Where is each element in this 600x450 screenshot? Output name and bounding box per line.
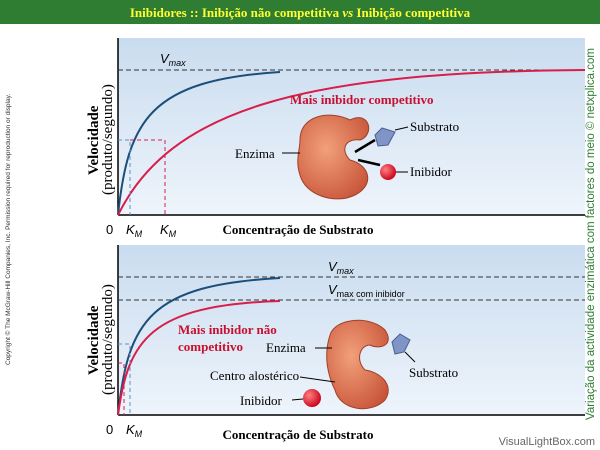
title-bar xyxy=(0,0,600,24)
curve xyxy=(117,71,281,216)
label-part: M xyxy=(169,229,177,239)
watermark: VisualLightBox.com xyxy=(499,436,595,448)
km-guide xyxy=(118,343,131,415)
title: Inibidores :: Inibição não competitiva v… xyxy=(130,5,471,20)
origin: 0 xyxy=(106,422,113,437)
inhibitor-shape xyxy=(380,164,396,180)
label-part: max xyxy=(337,266,355,276)
km-guide xyxy=(130,139,166,215)
label: Inibidor xyxy=(240,393,283,408)
copyright: Copyright © The McGraw-Hill Companies, I… xyxy=(4,94,12,365)
leader xyxy=(404,351,416,363)
origin: 0 xyxy=(106,222,113,237)
label: Substrato xyxy=(409,365,458,380)
vmax-label: Vmax xyxy=(328,259,354,276)
curve xyxy=(117,277,281,416)
label: Centro alostérico xyxy=(210,368,299,383)
label-part: V xyxy=(328,259,338,274)
curve xyxy=(117,300,281,416)
label: Inibidor xyxy=(410,164,453,179)
label-part: M xyxy=(135,429,143,439)
y-label: (produto/segundo) xyxy=(100,84,116,195)
enzyme-shape xyxy=(326,319,389,410)
leader xyxy=(299,376,336,383)
label-part: M xyxy=(135,229,143,239)
label-part: max xyxy=(169,58,187,68)
y-label: Velocidade xyxy=(86,305,102,375)
substrate-shape xyxy=(391,333,411,355)
y-label: (produto/segundo) xyxy=(100,284,116,395)
vmax-label: Vmax com inibidor xyxy=(328,282,405,299)
label-part: K xyxy=(126,222,136,237)
y-label: Velocidade xyxy=(86,105,102,175)
label-part: V xyxy=(328,282,338,297)
side-note: Variação da actividade enzimática com fa… xyxy=(585,48,597,420)
inhibitor-shape xyxy=(303,389,321,407)
km-label: KM xyxy=(160,222,177,239)
enzyme-shape xyxy=(297,114,370,200)
x-label: Concentração de Substrato xyxy=(223,222,374,237)
label-part: K xyxy=(160,222,170,237)
substrate-shape xyxy=(374,127,396,147)
x-label: Concentração de Substrato xyxy=(223,427,374,442)
leader xyxy=(394,126,409,131)
title-part: Inibição competitiva xyxy=(353,5,470,20)
curve-label: Mais inibidor não xyxy=(178,322,277,337)
km-guide xyxy=(118,362,125,415)
title-part: vs xyxy=(342,5,353,20)
leader xyxy=(291,398,304,401)
km-guide xyxy=(118,139,131,215)
label-part: V xyxy=(160,51,170,66)
label: Enzima xyxy=(266,340,306,355)
title-part: Inibidores :: Inibição não competitiva xyxy=(130,5,342,20)
label: Substrato xyxy=(410,119,459,134)
curve-label: Mais inibidor competitivo xyxy=(290,92,433,107)
km-label: KM xyxy=(126,422,143,439)
vmax-label: Vmax xyxy=(160,51,186,68)
curve xyxy=(117,69,586,216)
km-label: KM xyxy=(126,222,143,239)
label-part: K xyxy=(126,422,136,437)
arrow xyxy=(354,138,381,167)
label: Enzima xyxy=(235,146,275,161)
curve-label: competitivo xyxy=(178,339,243,354)
label-part: max com inibidor xyxy=(337,289,405,299)
